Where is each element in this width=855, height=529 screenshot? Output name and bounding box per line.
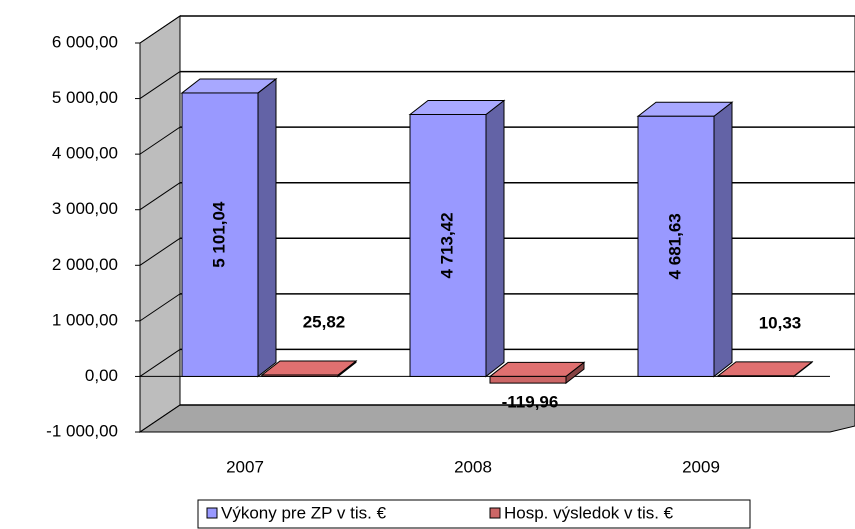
y-tick-label: 4 000,00 [52,144,118,163]
legend-box [197,499,751,529]
legend-marker [489,507,501,519]
y-tick-label: 6 000,00 [52,32,118,51]
x-tick-label: 2007 [226,457,264,476]
floor [138,404,855,433]
grid-line-side [139,349,181,377]
grid-line-side [139,126,181,155]
y-tick-label: 5 000,00 [52,88,118,107]
bar [637,115,715,377]
grid-line-side [139,404,181,433]
y-tick-label: 0,00 [85,366,118,385]
grid-line-side [139,71,181,99]
y-tick-label: 1 000,00 [52,310,118,329]
bar [489,375,567,384]
y-tick-label: -1 000,00 [46,421,118,440]
value-label: 5 101,04 [209,201,228,268]
grid-line-side [139,237,181,266]
grid-line-side [139,293,181,322]
value-label: 25,82 [303,312,346,331]
bar [261,374,339,377]
legend-marker [206,507,218,519]
bar [409,113,487,377]
x-tick-label: 2009 [682,457,720,476]
value-label: 4 681,63 [665,213,684,279]
legend-label: Výkony pre ZP v tis. € [221,503,387,522]
bar-side [713,101,733,378]
x-tick-label: 2008 [454,457,492,476]
grid-line-side [139,182,181,211]
bar [717,375,795,377]
side-wall [139,15,181,433]
y-tick-label: 3 000,00 [52,199,118,218]
bar [181,92,259,377]
value-label: 4 713,42 [437,212,456,278]
grid-line-side [139,15,181,44]
bar-side [485,99,505,378]
y-tick-label: 2 000,00 [52,255,118,274]
value-label: 10,33 [759,313,802,332]
back-wall [179,15,855,406]
bar-side [257,77,277,378]
value-label: -119,96 [502,393,559,412]
legend-label: Hosp. výsledok v tis. € [504,503,674,522]
